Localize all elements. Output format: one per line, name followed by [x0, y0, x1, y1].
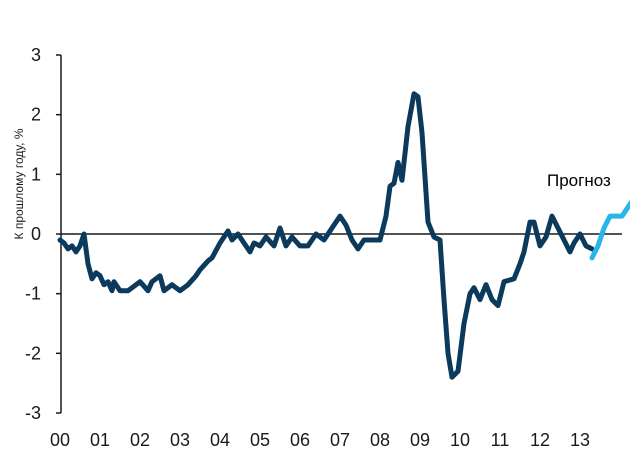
y-axis-title: К прошлому году, % — [12, 128, 26, 239]
x-tick-label: 09 — [410, 430, 430, 450]
y-tick-label: 3 — [31, 45, 41, 65]
y-tick-label: -2 — [25, 343, 41, 363]
series-group — [57, 91, 630, 380]
x-tick-label: 04 — [210, 430, 230, 450]
x-tick-label: 05 — [250, 430, 270, 450]
x-tick-label: 06 — [290, 430, 310, 450]
x-tick-label: 11 — [491, 430, 510, 450]
x-tick-label: 00 — [50, 430, 70, 450]
x-tick-label: 02 — [130, 430, 150, 450]
y-tick-label: 1 — [31, 164, 41, 184]
x-tick-label: 12 — [530, 430, 550, 450]
forecast-series-line — [589, 199, 630, 261]
x-tick-label: 13 — [570, 430, 590, 450]
forecast-annotation: Прогноз — [547, 171, 611, 190]
y-tick-label: -3 — [25, 403, 41, 423]
actual-series-line — [57, 91, 595, 380]
x-tick-label: 03 — [170, 430, 190, 450]
x-tick-label: 08 — [370, 430, 390, 450]
y-tick-label: 2 — [31, 105, 41, 125]
y-axis: 3 2 1 0 -1 -2 -3 — [25, 45, 62, 423]
y-tick-label: -1 — [25, 284, 41, 304]
x-tick-label: 07 — [330, 430, 350, 450]
x-tick-label: 01 — [90, 430, 110, 450]
x-axis: 00 01 02 03 04 05 06 07 08 09 10 11 12 13 — [50, 430, 590, 450]
y-tick-label: 0 — [31, 224, 41, 244]
x-tick-label: 10 — [450, 430, 470, 450]
